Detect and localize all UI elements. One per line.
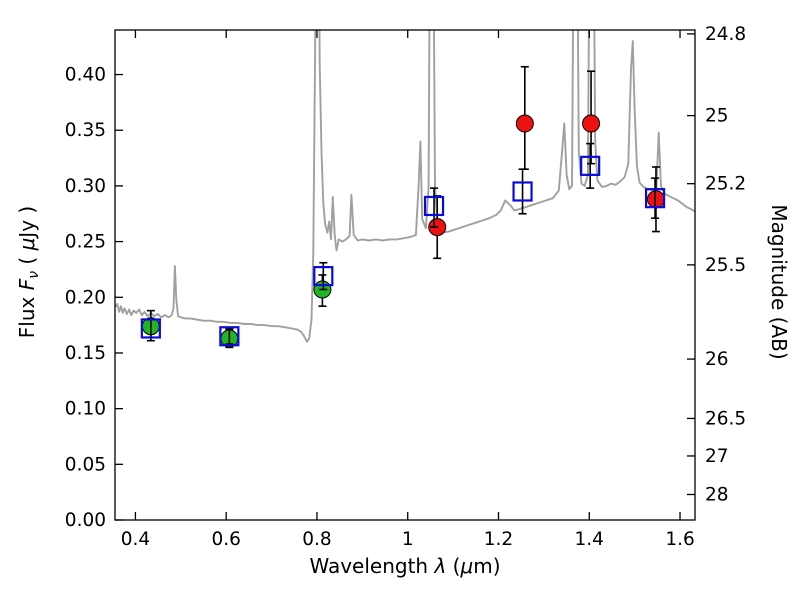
y-tick-left-label: 0.30 — [65, 176, 106, 197]
x-axis-label: Wavelength λ (μm) — [309, 554, 500, 578]
x-tick-label: 0.6 — [211, 529, 240, 550]
y-tick-left-label: 0.35 — [65, 120, 106, 141]
y-tick-right-label: 26 — [705, 349, 729, 370]
y-tick-right-label: 26.5 — [705, 408, 746, 429]
y-tick-right-label: 27 — [705, 446, 729, 467]
model-spectrum-line — [115, 30, 695, 343]
y-axis-label-left: Flux Fν ( μJy ) — [15, 206, 42, 338]
blue-photometry-marker — [313, 266, 334, 287]
y-axis-label-right: Magnitude (AB) — [767, 204, 791, 359]
red-photometry-marker — [515, 114, 534, 133]
x-tick-label: 1 — [402, 529, 414, 550]
y-tick-left-label: 0.40 — [65, 65, 106, 86]
axes-border — [114, 29, 696, 521]
blue-photometry-marker — [580, 155, 601, 176]
y-tick-right-label: 25.5 — [705, 255, 746, 276]
y-tick-left-label: 0.25 — [65, 232, 106, 253]
y-tick-left-label: 0.10 — [65, 399, 106, 420]
y-tick-right-label: 25 — [705, 106, 729, 127]
x-tick-label: 1.2 — [484, 529, 513, 550]
blue-photometry-series — [140, 142, 666, 347]
y-tick-left-label: 0.20 — [65, 287, 106, 308]
y-tick-left-label: 0.05 — [65, 454, 106, 475]
y-tick-left-label: 0.15 — [65, 343, 106, 364]
y-tick-right-label: 28 — [705, 484, 729, 505]
green-photometry-series — [141, 274, 332, 349]
blue-photometry-marker — [512, 181, 533, 202]
x-tick-label: 1.6 — [665, 529, 694, 550]
x-tick-label: 0.4 — [121, 529, 150, 550]
blue-photometry-marker — [219, 326, 240, 347]
blue-photometry-marker — [140, 318, 161, 339]
blue-photometry-marker — [423, 195, 445, 217]
axes: 0.4 0.6 0.8 1 1.2 1.4 1.6 0.00 0.05 0.10 0.15 0.20 0… — [65, 24, 746, 550]
blue-photometry-marker — [644, 188, 666, 209]
x-tick-label: 0.8 — [302, 529, 331, 550]
red-photometry-marker — [646, 190, 665, 209]
x-tick-label: 1.4 — [575, 529, 604, 550]
y-tick-right-label: 24.8 — [705, 24, 746, 45]
y-tick-left-label: 0.00 — [65, 510, 106, 531]
red-photometry-marker — [582, 114, 601, 133]
y-tick-right-label: 25.2 — [705, 174, 746, 195]
